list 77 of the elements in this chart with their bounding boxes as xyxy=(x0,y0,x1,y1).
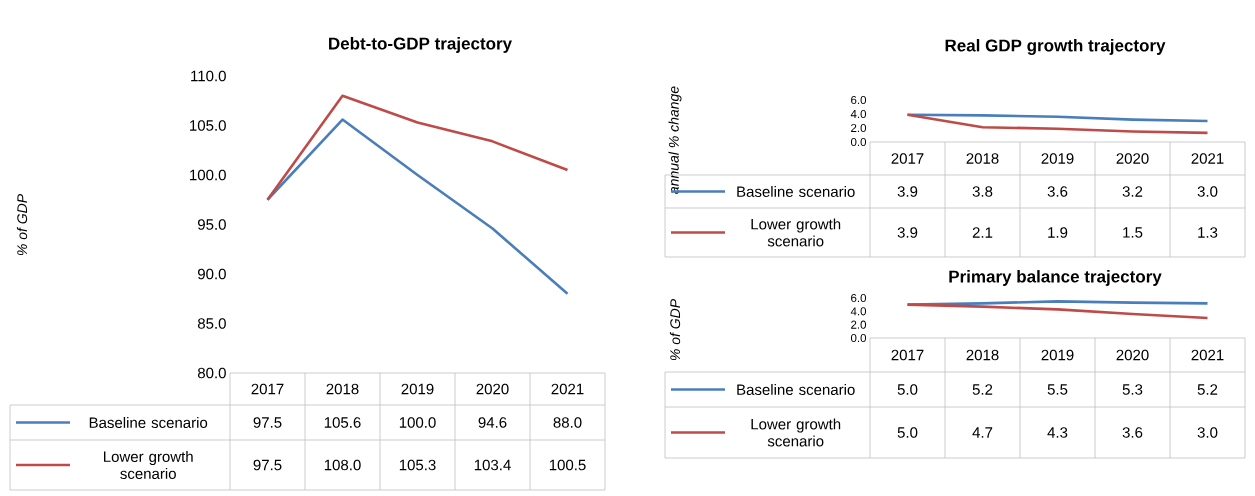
y-tick-label: 6.0 xyxy=(851,95,867,105)
data-label: 94.6 xyxy=(478,417,507,428)
x-tick-label: 2020 xyxy=(476,383,509,395)
y-tick-label: 4.0 xyxy=(850,307,867,316)
data-label: 100.0 xyxy=(399,417,436,428)
data-label: 1.3 xyxy=(1198,227,1218,238)
data-label: 5.0 xyxy=(897,384,918,395)
data-label: 5.0 xyxy=(897,427,918,438)
x-tick-label: 2017 xyxy=(891,349,924,361)
data-label: 3.0 xyxy=(1197,427,1218,438)
y-tick-label: 0.0 xyxy=(850,333,867,343)
x-tick-label: 2020 xyxy=(1116,153,1149,164)
data-label: 3.6 xyxy=(1122,427,1143,438)
y-tick-label: 4.0 xyxy=(850,109,867,119)
y-tick-label: 105.0 xyxy=(190,120,226,131)
legend-label: Lower growth scenario xyxy=(104,450,193,479)
line-series xyxy=(906,113,1209,123)
data-label: 5.5 xyxy=(1047,384,1068,395)
x-tick-label: 2021 xyxy=(1191,153,1224,164)
x-tick-label: 2017 xyxy=(251,383,284,395)
data-label: 2.1 xyxy=(972,227,993,238)
y-tick-label: 2.0 xyxy=(851,123,867,133)
data-label: 105.6 xyxy=(324,417,361,428)
data-label: 3.8 xyxy=(972,186,993,197)
data-label: 103.4 xyxy=(474,459,511,471)
chart-title: Primary balance trajectory xyxy=(949,270,1162,286)
y-tick-label: 90.0 xyxy=(197,268,226,280)
x-tick-label: 2021 xyxy=(1191,349,1224,361)
legend-label: Lower growth scenario xyxy=(751,218,841,247)
x-tick-label: 2019 xyxy=(1041,153,1074,164)
y-tick-label: 80.0 xyxy=(197,367,226,379)
chart-title: Debt-to-GDP trajectory xyxy=(329,37,512,53)
data-label: 5.3 xyxy=(1122,384,1143,395)
x-tick-label: 2021 xyxy=(551,383,584,395)
x-tick-label: 2018 xyxy=(966,153,999,164)
data-label: 3.2 xyxy=(1122,186,1143,197)
y-tick-label: 0.0 xyxy=(850,137,867,147)
y-tick-label: 85.0 xyxy=(197,318,226,329)
line-series xyxy=(906,113,1209,135)
data-label: 5.2 xyxy=(1197,384,1218,395)
data-label: 4.3 xyxy=(1047,427,1068,438)
data-label: 105.3 xyxy=(399,459,436,471)
x-tick-label: 2019 xyxy=(1041,349,1074,361)
y-tick-label: 95.0 xyxy=(197,219,226,230)
x-tick-label: 2018 xyxy=(326,383,359,395)
x-tick-label: 2020 xyxy=(1116,349,1149,361)
y-tick-label: 6.0 xyxy=(851,293,867,303)
line-series xyxy=(906,303,1209,320)
line-series xyxy=(266,94,569,202)
data-label: 108.0 xyxy=(324,459,361,471)
data-label: 100.5 xyxy=(549,459,586,471)
data-label: 1.5 xyxy=(1123,227,1143,238)
data-label: 88.0 xyxy=(553,417,582,428)
chart-title: Real GDP growth trajectory xyxy=(945,39,1166,55)
data-label: 3.9 xyxy=(897,186,918,197)
x-tick-label: 2019 xyxy=(401,383,434,395)
legend-label: Baseline scenario xyxy=(737,383,855,395)
legend-label: Baseline scenario xyxy=(737,185,855,197)
x-tick-label: 2018 xyxy=(966,349,999,361)
y-axis-title: % of GDP xyxy=(16,193,28,256)
y-tick-label: 2.0 xyxy=(851,320,867,329)
data-label: 1.9 xyxy=(1048,227,1068,238)
data-label: 3.9 xyxy=(897,227,918,238)
data-label: 4.7 xyxy=(972,427,993,438)
legend-label: Lower growth scenario xyxy=(751,418,841,447)
data-label: 97.5 xyxy=(253,459,282,471)
y-tick-label: 100.0 xyxy=(190,169,226,181)
line-series xyxy=(266,118,569,296)
data-label: 3.0 xyxy=(1197,186,1218,197)
data-label: 97.5 xyxy=(253,417,282,428)
y-axis-title: % of GDP xyxy=(669,298,681,361)
x-tick-label: 2017 xyxy=(891,153,924,164)
legend-label: Baseline scenario xyxy=(89,416,208,428)
data-label: 5.2 xyxy=(972,384,993,395)
y-axis-title: annual % change xyxy=(668,86,682,194)
data-label: 3.6 xyxy=(1047,186,1068,197)
y-tick-label: 110.0 xyxy=(191,70,226,82)
